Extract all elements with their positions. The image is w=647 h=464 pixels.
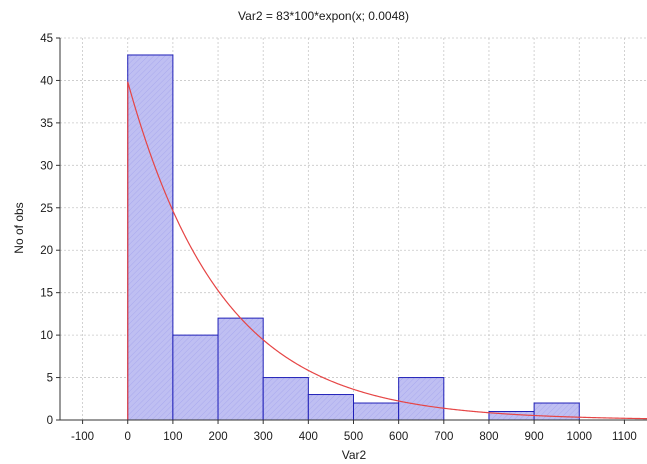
x-tick-label-200: 200 — [208, 431, 227, 443]
histogram-bars — [127, 54, 580, 421]
axes — [56, 37, 647, 424]
x-tick-label-1000: 1000 — [566, 431, 592, 443]
y-tick-label-40: 40 — [40, 75, 53, 87]
histogram-bar-400-500 — [307, 394, 355, 421]
bar-outline-600 — [398, 377, 445, 421]
x-tick-label-1100: 1100 — [612, 431, 637, 443]
y-tick-label-35: 35 — [40, 118, 53, 130]
tick-labels: -100 0 100 200 300 400 500 600 700 800 900 1000 1100… — [40, 33, 637, 443]
bar-outline-100 — [172, 334, 219, 421]
x-tick-label--100: -100 — [71, 431, 94, 443]
exponential-fit-curve — [127, 81, 647, 420]
y-axis-label: No of obs — [12, 202, 26, 253]
x-tick-label-100: 100 — [163, 431, 182, 443]
x-tick-label-300: 300 — [254, 431, 273, 443]
bar-outline-400 — [307, 394, 355, 421]
histogram-bar-600-700 — [398, 377, 445, 421]
chart-title: Var2 = 83*100*expon(x; 0.0048) — [238, 9, 409, 23]
x-tick-label-800: 800 — [479, 431, 498, 443]
y-tick-label-10: 10 — [40, 330, 53, 342]
histogram-bar-100-200 — [172, 334, 219, 421]
x-tick-label-400: 400 — [299, 431, 318, 443]
x-axis-label: Var2 — [342, 448, 367, 462]
x-tick-label-700: 700 — [434, 431, 453, 443]
histogram-bar-0-100 — [127, 54, 174, 421]
bar-outline-500 — [353, 402, 400, 421]
histogram-bar-300-400 — [262, 377, 309, 421]
y-tick-label-45: 45 — [40, 33, 53, 45]
fit-curve-layer — [127, 81, 647, 420]
y-tick-label-5: 5 — [47, 373, 53, 385]
histogram-bar-500-600 — [353, 402, 400, 421]
y-tick-label-15: 15 — [40, 288, 53, 300]
x-tick-label-0: 0 — [125, 431, 131, 443]
y-tick-label-25: 25 — [40, 203, 53, 215]
bar-outline-300 — [262, 377, 309, 421]
x-tick-label-600: 600 — [389, 431, 408, 443]
x-tick-label-900: 900 — [525, 431, 544, 443]
y-tick-label-30: 30 — [40, 160, 53, 172]
x-tick-label-500: 500 — [344, 431, 363, 443]
bar-outline-0 — [127, 54, 174, 421]
y-tick-label-0: 0 — [47, 415, 53, 427]
y-tick-label-20: 20 — [40, 245, 53, 257]
